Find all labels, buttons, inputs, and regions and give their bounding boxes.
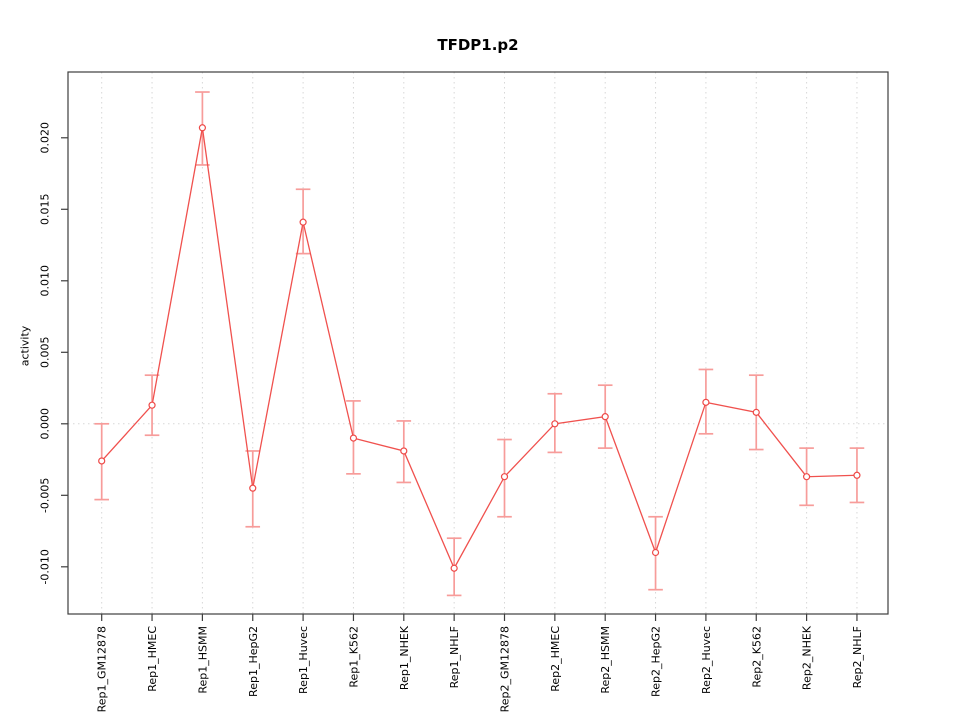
y-tick-label: 0.015 — [39, 194, 52, 226]
data-point — [702, 398, 710, 406]
chart-title: TFDP1.p2 — [437, 36, 519, 54]
data-point — [752, 408, 760, 416]
data-point — [148, 401, 156, 409]
data-point — [601, 413, 609, 421]
y-tick-label: 0.010 — [39, 265, 52, 297]
data-point — [400, 447, 408, 455]
y-tick-label: -0.010 — [39, 549, 52, 584]
y-axis-title: activity — [18, 325, 32, 367]
data-point — [651, 548, 660, 557]
series-line — [101, 127, 857, 570]
x-tick-label: Rep1_NHLF — [448, 626, 461, 688]
y-tick-label: 0.000 — [39, 408, 52, 440]
x-tick-label: Rep1_GM12878 — [96, 626, 109, 712]
y-tick-label: 0.020 — [39, 122, 52, 154]
x-tick-label: Rep2_NHEK — [801, 625, 814, 690]
x-tick-label: Rep1_HepG2 — [247, 626, 260, 697]
x-tick-label: Rep1_Huvec — [297, 626, 310, 694]
data-point — [853, 471, 861, 479]
x-tick-label: Rep2_Huvec — [700, 626, 713, 694]
x-tick-label: Rep2_K562 — [750, 626, 763, 688]
data-point — [249, 484, 257, 492]
data-point — [299, 218, 307, 226]
x-tick-label: Rep1_HMEC — [146, 626, 159, 692]
plot-frame — [67, 71, 889, 615]
data-point — [500, 473, 509, 481]
x-tick-label: Rep2_NHLF — [851, 626, 864, 688]
x-tick-label: Rep2_HSMM — [599, 626, 612, 694]
data-point — [802, 473, 811, 481]
data-point — [98, 457, 106, 465]
y-tick-label: -0.005 — [39, 478, 52, 513]
data-point — [198, 124, 206, 132]
x-tick-label: Rep2_GM12878 — [499, 626, 512, 712]
y-tick-label: 0.005 — [39, 337, 52, 369]
data-point — [450, 564, 458, 572]
x-tick-label: Rep1_NHEK — [398, 625, 411, 690]
x-tick-label: Rep2_HMEC — [549, 626, 562, 692]
x-tick-label: Rep1_K562 — [347, 626, 360, 688]
x-tick-label: Rep2_HepG2 — [650, 626, 663, 697]
data-point — [349, 434, 358, 442]
data-point — [551, 420, 559, 428]
x-tick-label: Rep1_HSMM — [196, 626, 209, 694]
